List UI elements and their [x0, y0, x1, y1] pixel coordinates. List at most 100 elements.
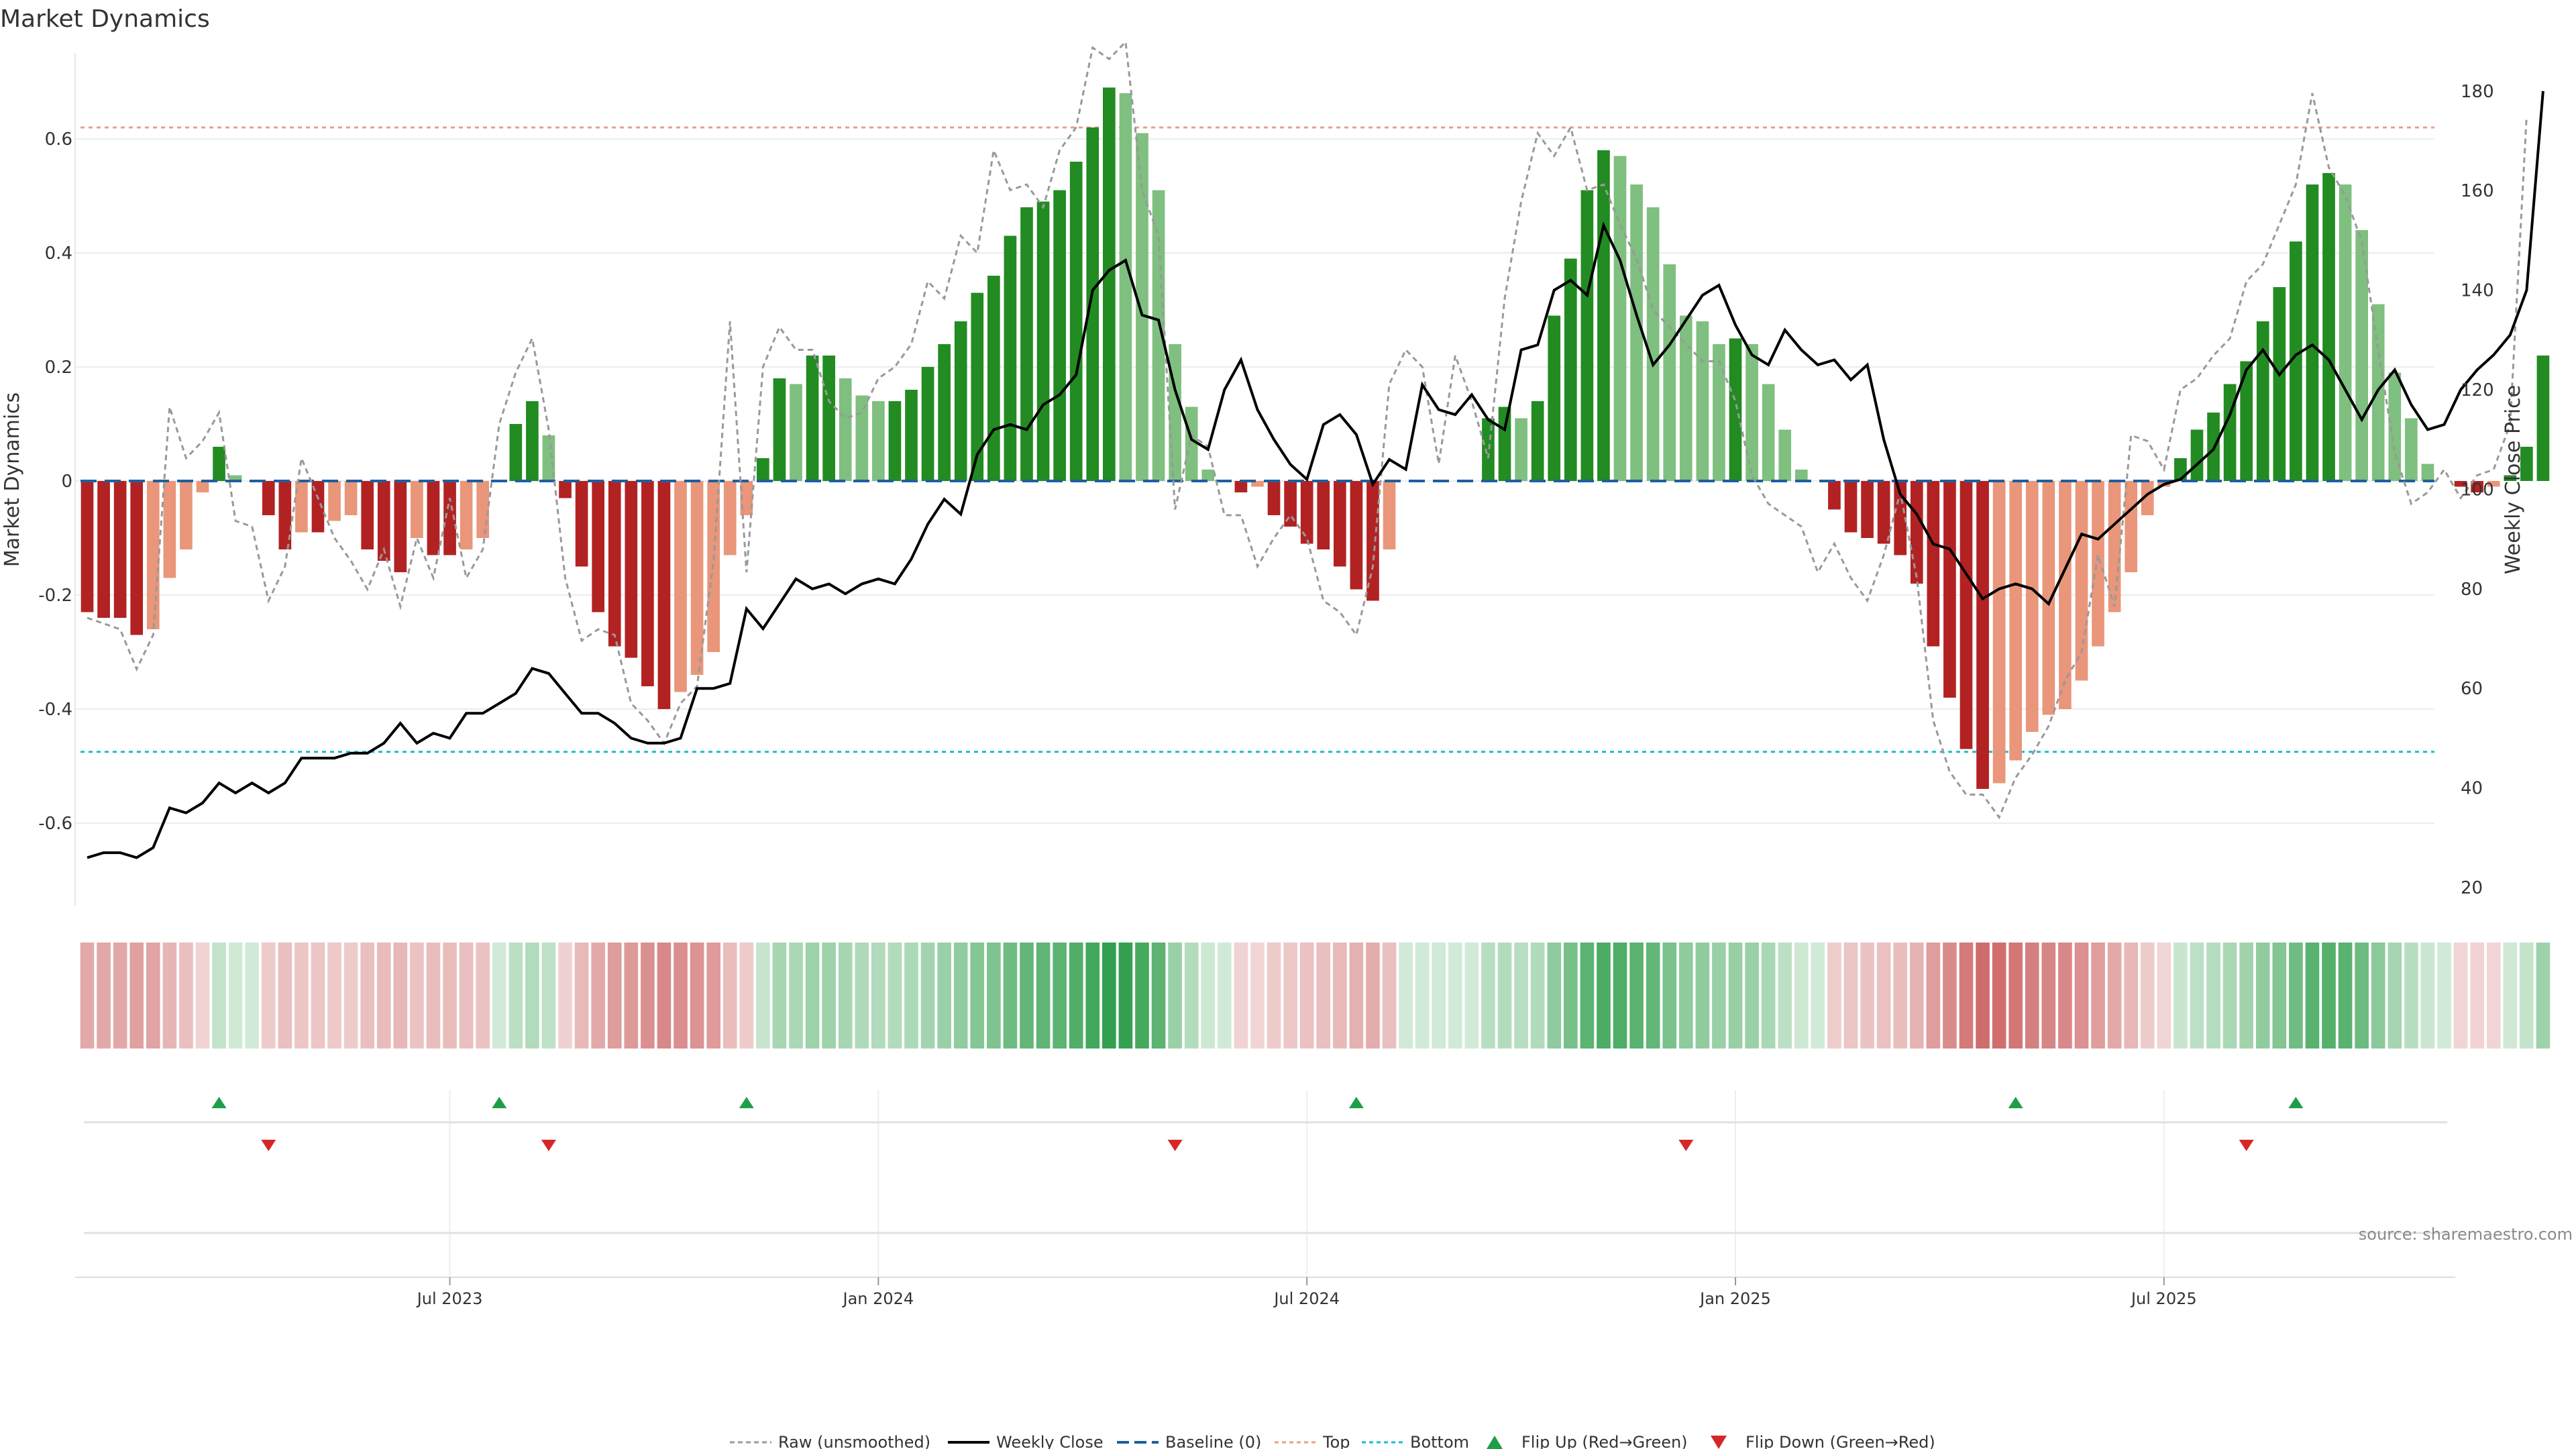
dynamics-bar — [1136, 133, 1148, 481]
dynamics-bar — [97, 481, 110, 618]
right-axis-ticks: 180 160 140 120 100 80 60 40 20 — [2461, 82, 2494, 898]
dynamics-bar — [2371, 304, 2385, 481]
dynamics-bar — [1036, 201, 1050, 481]
heat-strip-cell — [937, 943, 951, 1049]
x-tick-label: Jul 2023 — [416, 1289, 483, 1308]
heat-strip-cell — [294, 943, 309, 1049]
dynamics-bar — [278, 481, 292, 549]
heat-strip-cell — [1201, 943, 1216, 1049]
heat-strip-cell — [1267, 943, 1281, 1049]
dynamics-bar — [146, 481, 160, 629]
heat-strip-cell — [2272, 943, 2287, 1049]
dynamics-bar — [1828, 481, 1841, 510]
dynamics-bar — [740, 481, 753, 515]
flip-down-marker — [1678, 1140, 1694, 1151]
heat-strip-cell — [410, 943, 424, 1049]
left-tick-label: 0.4 — [45, 244, 72, 264]
dynamics-bar — [427, 481, 440, 555]
dynamics-bar — [1053, 190, 1066, 481]
heat-strip-cell — [1283, 943, 1297, 1049]
dynamics-bar — [938, 344, 951, 481]
dynamics-bar — [295, 481, 308, 533]
right-tick-label: 20 — [2461, 878, 2483, 898]
dynamics-bar — [2405, 418, 2418, 481]
left-axis-label: Market Dynamics — [1, 392, 24, 568]
right-axis-label: Weekly Close Price — [2502, 385, 2525, 574]
heat-strip-cell — [2041, 943, 2056, 1049]
heat-strip-cell — [1597, 943, 1611, 1049]
heat-strip-cell — [1646, 943, 1660, 1049]
dynamics-bar — [113, 481, 127, 618]
heat-strip-cell — [1761, 943, 1776, 1049]
heat-strip-cell — [987, 943, 1001, 1049]
flip-up-marker — [2288, 1097, 2304, 1108]
heat-strip-cell — [1695, 943, 1710, 1049]
heat-strip-cell — [1662, 943, 1677, 1049]
heat-strip-cell — [1481, 943, 1495, 1049]
heat-strip-cell — [1432, 943, 1446, 1049]
dynamics-bar — [1729, 338, 1742, 481]
dynamics-bar — [905, 390, 918, 481]
dynamics-bar — [1580, 190, 1594, 481]
heat-strip-cell — [2371, 943, 2385, 1049]
left-tick-label: -0.2 — [38, 586, 72, 606]
heat-strip-cell — [1135, 943, 1149, 1049]
dynamics-bar — [674, 481, 687, 692]
legend-close-label: Weekly Close — [996, 1433, 1104, 1449]
dynamics-bar — [971, 292, 984, 481]
heat-strip-cell — [1333, 943, 1347, 1049]
heat-strip-cell — [2140, 943, 2155, 1049]
heat-strip-cell — [2453, 943, 2468, 1049]
dynamics-bar — [1185, 407, 1198, 481]
heat-strip-cell — [1778, 943, 1792, 1049]
dynamics-bar — [476, 481, 490, 538]
dynamics-bar — [1366, 481, 1379, 601]
heat-strip-cell — [558, 943, 572, 1049]
dynamics-bar — [2504, 475, 2517, 481]
right-tick-label: 60 — [2461, 679, 2483, 699]
raw-unsmoothed-line — [87, 40, 2528, 820]
dynamics-bar — [1169, 344, 1181, 481]
dynamics-bar — [2042, 481, 2055, 715]
heat-strip-cell — [1893, 943, 1908, 1049]
heat-strip-cell — [1069, 943, 1083, 1049]
heat-strip-cell — [2025, 943, 2039, 1049]
heat-strip-cell — [624, 943, 639, 1049]
dynamics-bar — [773, 378, 786, 481]
dynamics-bar — [1482, 418, 1495, 481]
heat-strip-cell — [228, 943, 243, 1049]
left-tick-label: 0.2 — [45, 358, 72, 378]
heat-strip-cell — [2058, 943, 2072, 1049]
dynamics-bar — [2125, 481, 2138, 572]
dynamics-bar — [1300, 481, 1313, 544]
heat-strip-cell — [1349, 943, 1364, 1049]
heat-strip-cell — [1382, 943, 1397, 1049]
heat-strip-cell — [195, 943, 210, 1049]
dynamics-bar — [196, 481, 209, 492]
flip-down-marker — [261, 1140, 276, 1151]
dynamics-bar — [855, 395, 869, 481]
heat-strip-cell — [2091, 943, 2105, 1049]
dynamics-bar — [608, 481, 621, 647]
heat-strip-cell — [2305, 943, 2320, 1049]
dynamics-bar — [344, 481, 358, 515]
dynamics-bar — [2471, 481, 2483, 492]
x-tick-label: Jan 2025 — [1699, 1289, 1771, 1308]
heat-strip-cell — [2239, 943, 2253, 1049]
market-dynamics-color-strip — [80, 943, 2551, 1049]
dynamics-bar — [987, 276, 1000, 481]
dynamics-bar — [657, 481, 671, 709]
dynamics-bar — [509, 424, 523, 481]
heat-strip-cell — [2536, 943, 2551, 1049]
dynamics-bar — [1778, 429, 1792, 481]
flip-down-marker — [1167, 1140, 1183, 1151]
dynamics-bar — [2306, 184, 2319, 481]
dynamics-bar — [2388, 372, 2402, 481]
flip-up-marker — [739, 1097, 754, 1108]
dynamics-bar — [888, 401, 902, 481]
heat-strip-cell — [855, 943, 869, 1049]
legend-flip-up-swatch — [1487, 1436, 1503, 1449]
dynamics-bar — [213, 447, 225, 481]
heat-strip-cell — [2322, 943, 2336, 1049]
legend-top-label: Top — [1322, 1433, 1350, 1449]
